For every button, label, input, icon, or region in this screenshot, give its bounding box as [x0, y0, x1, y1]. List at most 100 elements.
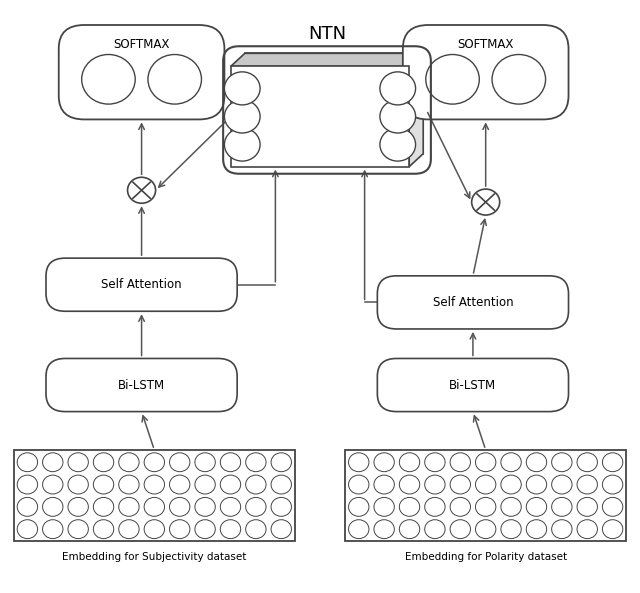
- Circle shape: [271, 453, 291, 471]
- Circle shape: [380, 100, 415, 133]
- Circle shape: [552, 475, 572, 494]
- Circle shape: [43, 498, 63, 517]
- Bar: [231, 66, 409, 167]
- Circle shape: [450, 453, 470, 471]
- Circle shape: [93, 475, 114, 494]
- Circle shape: [374, 453, 394, 471]
- Circle shape: [144, 519, 164, 538]
- Circle shape: [526, 519, 547, 538]
- Polygon shape: [231, 53, 423, 66]
- Circle shape: [602, 498, 623, 517]
- Circle shape: [246, 475, 266, 494]
- Circle shape: [349, 453, 369, 471]
- Circle shape: [349, 519, 369, 538]
- Circle shape: [43, 475, 63, 494]
- FancyBboxPatch shape: [46, 359, 237, 412]
- Circle shape: [476, 498, 496, 517]
- Circle shape: [380, 128, 415, 161]
- Circle shape: [220, 519, 241, 538]
- Polygon shape: [409, 53, 423, 167]
- Circle shape: [476, 453, 496, 471]
- Circle shape: [526, 453, 547, 471]
- Circle shape: [144, 498, 164, 517]
- Circle shape: [43, 519, 63, 538]
- Circle shape: [148, 55, 202, 104]
- Circle shape: [425, 519, 445, 538]
- Text: Self Attention: Self Attention: [433, 296, 513, 309]
- Circle shape: [526, 498, 547, 517]
- Circle shape: [82, 55, 135, 104]
- Circle shape: [374, 498, 394, 517]
- Circle shape: [526, 475, 547, 494]
- Circle shape: [450, 498, 470, 517]
- Circle shape: [144, 475, 164, 494]
- Circle shape: [399, 453, 420, 471]
- Circle shape: [399, 475, 420, 494]
- Circle shape: [380, 72, 415, 105]
- Bar: [14, 450, 294, 541]
- Circle shape: [450, 475, 470, 494]
- FancyBboxPatch shape: [403, 25, 568, 119]
- FancyBboxPatch shape: [378, 359, 568, 412]
- Text: Bi-LSTM: Bi-LSTM: [118, 378, 165, 391]
- Circle shape: [225, 100, 260, 133]
- Circle shape: [374, 519, 394, 538]
- Circle shape: [17, 453, 38, 471]
- Circle shape: [170, 498, 190, 517]
- Circle shape: [374, 475, 394, 494]
- Circle shape: [17, 498, 38, 517]
- Text: SOFTMAX: SOFTMAX: [458, 38, 514, 51]
- Circle shape: [577, 475, 597, 494]
- Circle shape: [127, 177, 156, 203]
- Circle shape: [220, 498, 241, 517]
- Circle shape: [425, 498, 445, 517]
- Circle shape: [246, 453, 266, 471]
- Circle shape: [43, 453, 63, 471]
- Text: Bi-LSTM: Bi-LSTM: [449, 378, 497, 391]
- Circle shape: [552, 498, 572, 517]
- Circle shape: [68, 453, 88, 471]
- Circle shape: [195, 453, 215, 471]
- Circle shape: [271, 475, 291, 494]
- Circle shape: [195, 475, 215, 494]
- Circle shape: [425, 475, 445, 494]
- Circle shape: [492, 55, 545, 104]
- Circle shape: [476, 475, 496, 494]
- FancyBboxPatch shape: [378, 276, 568, 329]
- Circle shape: [144, 453, 164, 471]
- FancyBboxPatch shape: [46, 258, 237, 311]
- Circle shape: [501, 498, 521, 517]
- Circle shape: [450, 519, 470, 538]
- Circle shape: [602, 453, 623, 471]
- Circle shape: [577, 453, 597, 471]
- Text: Embedding for Polarity dataset: Embedding for Polarity dataset: [404, 552, 567, 562]
- Circle shape: [552, 519, 572, 538]
- Circle shape: [476, 519, 496, 538]
- Circle shape: [271, 519, 291, 538]
- Text: Embedding for Subjectivity dataset: Embedding for Subjectivity dataset: [62, 552, 246, 562]
- Circle shape: [399, 519, 420, 538]
- Circle shape: [68, 519, 88, 538]
- Circle shape: [225, 128, 260, 161]
- FancyBboxPatch shape: [59, 25, 225, 119]
- Circle shape: [501, 453, 521, 471]
- Circle shape: [426, 55, 479, 104]
- Circle shape: [472, 189, 500, 215]
- Circle shape: [93, 519, 114, 538]
- Polygon shape: [245, 53, 423, 154]
- Text: Self Attention: Self Attention: [101, 278, 182, 291]
- Circle shape: [602, 519, 623, 538]
- Circle shape: [501, 519, 521, 538]
- Circle shape: [93, 498, 114, 517]
- Circle shape: [577, 498, 597, 517]
- Circle shape: [246, 519, 266, 538]
- Circle shape: [119, 519, 139, 538]
- Circle shape: [170, 475, 190, 494]
- Circle shape: [119, 498, 139, 517]
- Circle shape: [349, 475, 369, 494]
- Circle shape: [17, 519, 38, 538]
- Circle shape: [17, 475, 38, 494]
- Circle shape: [246, 498, 266, 517]
- Circle shape: [501, 475, 521, 494]
- Circle shape: [68, 475, 88, 494]
